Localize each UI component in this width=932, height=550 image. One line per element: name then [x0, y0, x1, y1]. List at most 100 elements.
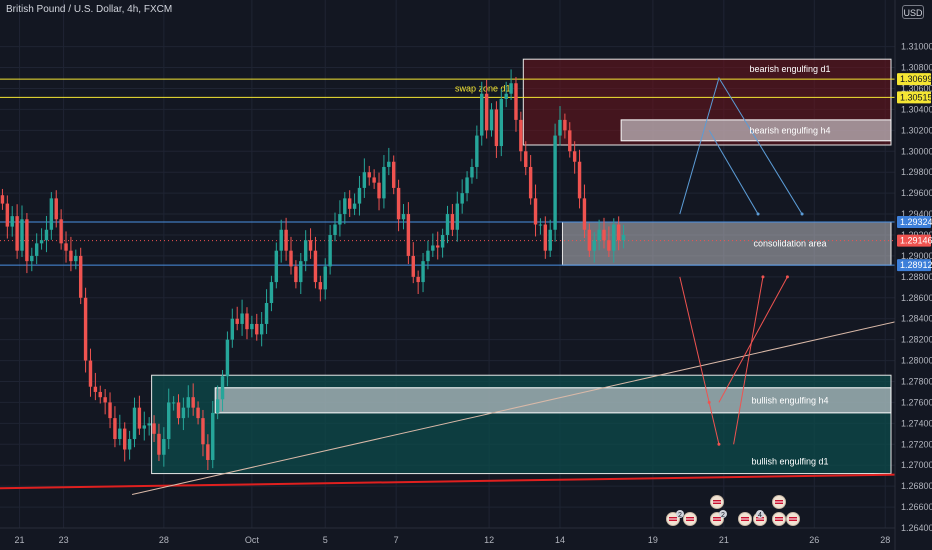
- zone-label: bullish engulfing d1: [751, 457, 828, 467]
- candle: [196, 401, 200, 425]
- time-tick-label: 14: [555, 535, 565, 545]
- candle-body: [499, 98, 504, 147]
- candle: [484, 79, 489, 139]
- time-tick-label: 23: [59, 535, 69, 545]
- event-count-badge: 4: [756, 510, 764, 519]
- candle-body: [93, 386, 98, 392]
- candle-body: [235, 318, 239, 324]
- candle: [558, 106, 562, 146]
- price-tick-label: 1.28800: [901, 272, 932, 282]
- candle-body: [34, 243, 39, 256]
- candle: [15, 204, 19, 259]
- candle: [20, 205, 24, 257]
- projection-arrow: [708, 130, 759, 215]
- event-flag-icon[interactable]: [786, 512, 800, 526]
- candle-body: [582, 198, 587, 230]
- trend-line: [0, 473, 896, 490]
- candle-body: [533, 198, 538, 225]
- candle-body: [338, 214, 342, 225]
- flag-stripe-white: [741, 518, 749, 520]
- event-flag-icon[interactable]: [666, 512, 680, 526]
- price-tick-label: 1.28000: [901, 356, 932, 366]
- candle: [347, 190, 352, 217]
- candle-body: [612, 224, 616, 251]
- candle: [401, 204, 406, 230]
- candle-body: [621, 234, 626, 241]
- badge-circle: [719, 510, 727, 518]
- candle: [533, 184, 538, 237]
- price-tag-bg: [897, 216, 931, 229]
- candle: [83, 287, 88, 373]
- blue-price-tag: 1.28912: [897, 259, 932, 272]
- candle: [455, 191, 459, 242]
- candle-body: [196, 407, 200, 419]
- badge-count: 4: [758, 512, 762, 519]
- candle: [602, 217, 606, 249]
- candle-body: [504, 93, 508, 99]
- candle-body: [333, 224, 337, 235]
- candle: [494, 101, 499, 158]
- price-tick-label: 1.27600: [901, 397, 932, 407]
- candle-body: [206, 444, 210, 460]
- candle-body: [436, 245, 440, 248]
- candle: [0, 188, 5, 210]
- candle-body: [30, 255, 34, 262]
- currency-badge[interactable]: USD: [902, 5, 924, 19]
- candle-body: [431, 245, 435, 251]
- candle-body: [289, 250, 293, 267]
- candle: [147, 417, 151, 436]
- candle-body: [445, 214, 450, 235]
- candle: [98, 385, 102, 404]
- event-count-badge: 2: [676, 510, 684, 519]
- candle-body: [49, 198, 54, 230]
- candle-body: [294, 266, 298, 283]
- candle: [54, 190, 58, 228]
- projection-arrow: [679, 76, 803, 215]
- flag-stripe-white: [756, 518, 764, 520]
- candle: [303, 230, 308, 272]
- event-flag-icon[interactable]: [683, 512, 697, 526]
- candle-body: [572, 151, 577, 162]
- event-flag-icon[interactable]: [772, 512, 786, 526]
- candle-body: [59, 219, 63, 244]
- price-tag-label: 1.28912: [900, 260, 932, 270]
- zone-consolidation-area: [561, 221, 892, 266]
- candle-body: [127, 439, 132, 450]
- candle: [132, 397, 137, 448]
- candle: [333, 212, 337, 242]
- price-tick-label: 1.28600: [901, 293, 932, 303]
- candle-body: [396, 187, 401, 220]
- candle-body: [44, 229, 49, 241]
- candle-body: [5, 203, 10, 227]
- time-tick-label: 28: [880, 535, 890, 545]
- candle-body: [274, 250, 279, 283]
- candle-body: [465, 177, 469, 194]
- candle: [269, 275, 274, 312]
- time-tick-label: 21: [719, 535, 729, 545]
- event-flag-icon[interactable]: [738, 512, 752, 526]
- price-tick-label: 1.29800: [901, 167, 932, 177]
- candle-body: [176, 402, 181, 419]
- projection-arrow: [679, 276, 710, 403]
- candle-body: [489, 109, 494, 131]
- badge-count: 2: [678, 512, 682, 519]
- candle-body: [10, 216, 14, 227]
- event-flag-icon[interactable]: [710, 495, 724, 509]
- candle: [514, 76, 518, 132]
- time-tick-label: 21: [15, 535, 25, 545]
- candle-body: [20, 219, 24, 251]
- event-flag-icon[interactable]: [772, 495, 786, 509]
- price-tick-label: 1.27400: [901, 418, 932, 428]
- candle-body: [318, 282, 323, 290]
- candle-body: [475, 135, 479, 167]
- candle-body: [108, 402, 112, 419]
- candle: [519, 111, 523, 162]
- time-tick-label: 26: [809, 535, 819, 545]
- candle-body: [587, 229, 592, 251]
- candle: [563, 113, 567, 139]
- candle: [465, 171, 469, 202]
- candle-body: [230, 318, 235, 340]
- flag-stripe-white: [713, 501, 721, 503]
- price-tag-label: 1.30699: [900, 74, 932, 84]
